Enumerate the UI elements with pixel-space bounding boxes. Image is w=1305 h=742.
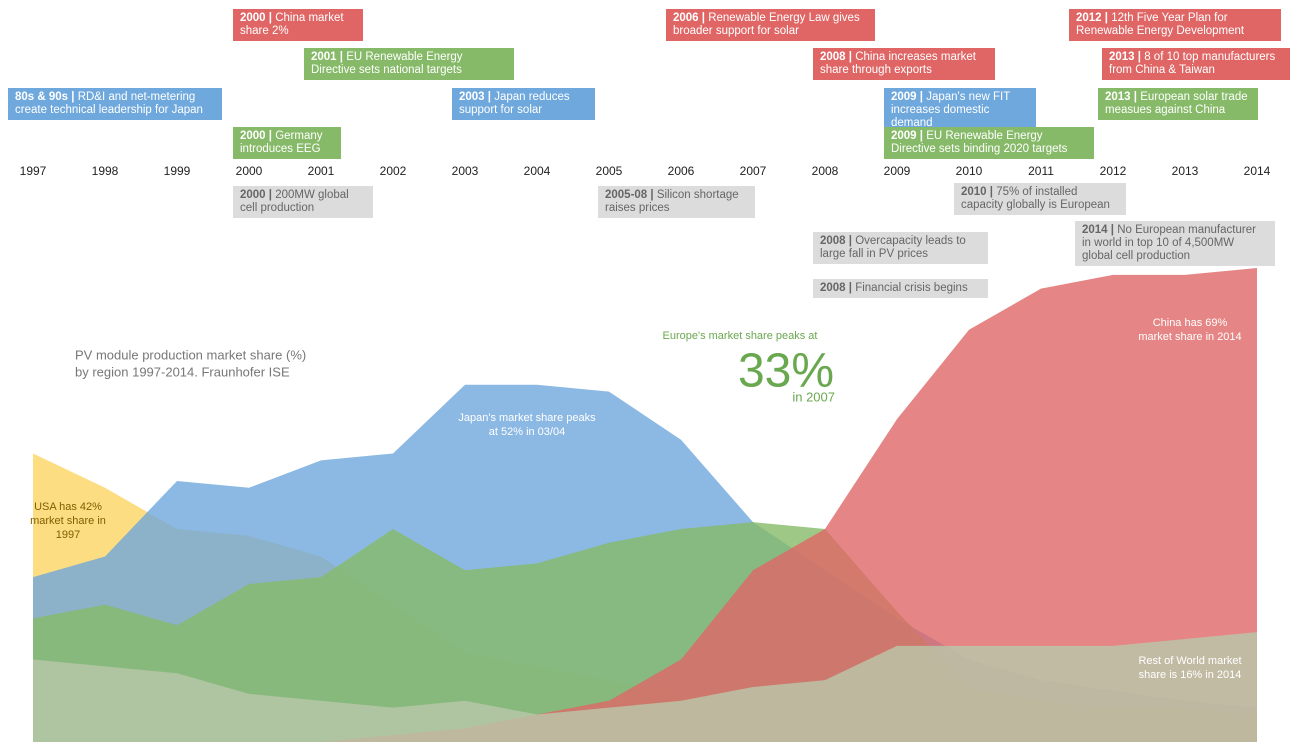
event-box: 2008 | Financial crisis begins bbox=[813, 279, 988, 298]
x-tick-label: 2006 bbox=[668, 164, 695, 178]
event-year: 2009 | bbox=[891, 130, 923, 142]
area bbox=[33, 267, 1257, 742]
event-year: 2000 | bbox=[240, 189, 272, 201]
event-text: RD&I and net-metering create technical l… bbox=[15, 91, 203, 116]
event-text: 75% of installed capacity globally is Eu… bbox=[961, 186, 1110, 211]
event-year: 2012 | bbox=[1076, 12, 1108, 24]
event-text: No European manufacturer in world in top… bbox=[1082, 224, 1256, 262]
x-tick-label: 2000 bbox=[236, 164, 263, 178]
annotation: Rest of World market bbox=[1138, 655, 1241, 667]
x-tick-label: 1997 bbox=[20, 164, 47, 178]
annotation: in 2007 bbox=[792, 389, 835, 404]
event-box: 2013 | 8 of 10 top manufacturers from Ch… bbox=[1102, 48, 1290, 80]
x-tick-label: 2014 bbox=[1244, 164, 1271, 178]
annotation: market share in bbox=[30, 515, 106, 527]
annotation: at 52% in 03/04 bbox=[489, 426, 565, 438]
event-box: 2013 | European solar trade measues agai… bbox=[1098, 88, 1258, 120]
event-year: 2013 | bbox=[1105, 91, 1137, 103]
x-tick-label: 1998 bbox=[92, 164, 119, 178]
x-tick-label: 2011 bbox=[1028, 164, 1054, 178]
event-box: 2010 | 75% of installed capacity globall… bbox=[954, 183, 1126, 215]
event-box: 2005-08 | Silicon shortage raises prices bbox=[598, 186, 755, 218]
event-text: Renewable Energy Law gives broader suppo… bbox=[673, 12, 860, 37]
event-year: 2001 | bbox=[311, 51, 343, 63]
event-box: 2014 | No European manufacturer in world… bbox=[1075, 221, 1275, 266]
x-tick-label: 2004 bbox=[524, 164, 551, 178]
event-year: 80s & 90s | bbox=[15, 91, 75, 103]
subtitle: PV module production market share (%) bbox=[75, 347, 306, 362]
x-tick-label: 2005 bbox=[596, 164, 623, 178]
event-year: 2013 | bbox=[1109, 51, 1141, 63]
event-box: 2008 | China increases market share thro… bbox=[813, 48, 995, 80]
event-year: 2008 | bbox=[820, 282, 852, 294]
event-text: Germany introduces EEG bbox=[240, 130, 323, 155]
x-tick-label: 2002 bbox=[380, 164, 407, 178]
x-tick-label: 2009 bbox=[884, 164, 911, 178]
x-tick-label: 2008 bbox=[812, 164, 839, 178]
event-box: 80s & 90s | RD&I and net-metering create… bbox=[8, 88, 222, 120]
event-text: European solar trade measues against Chi… bbox=[1105, 91, 1248, 116]
x-tick-label: 2007 bbox=[740, 164, 767, 178]
event-year: 2014 | bbox=[1082, 224, 1114, 236]
annotation: 33% bbox=[738, 345, 834, 398]
event-text: 200MW global cell production bbox=[240, 189, 349, 214]
x-tick-label: 2010 bbox=[956, 164, 983, 178]
event-text: Japan reduces support for solar bbox=[459, 91, 570, 116]
annotation: Japan's market share peaks bbox=[458, 412, 596, 424]
x-tick-label: 2001 bbox=[308, 164, 335, 178]
event-box: 2000 | 200MW global cell production bbox=[233, 186, 373, 218]
annotation: market share in 2014 bbox=[1138, 331, 1241, 343]
event-text: 8 of 10 top manufacturers from China & T… bbox=[1109, 51, 1276, 76]
event-box: 2012 | 12th Five Year Plan for Renewable… bbox=[1069, 9, 1281, 41]
x-tick-label: 2003 bbox=[452, 164, 479, 178]
event-year: 2009 | bbox=[891, 91, 923, 103]
event-box: 2008 | Overcapacity leads to large fall … bbox=[813, 232, 988, 264]
event-box: 2001 | EU Renewable Energy Directive set… bbox=[304, 48, 514, 80]
annotation: USA has 42% bbox=[34, 501, 102, 513]
x-tick-label: 1999 bbox=[164, 164, 191, 178]
annotation: Europe's market share peaks at bbox=[663, 330, 818, 342]
event-year: 2000 | bbox=[240, 12, 272, 24]
event-box: 2003 | Japan reduces support for solar bbox=[452, 88, 595, 120]
event-year: 2010 | bbox=[961, 186, 993, 198]
event-box: 2000 | China market share 2% bbox=[233, 9, 363, 41]
event-text: China market share 2% bbox=[240, 12, 344, 37]
event-text: 12th Five Year Plan for Renewable Energy… bbox=[1076, 12, 1245, 37]
annotation: share is 16% in 2014 bbox=[1139, 669, 1242, 681]
x-tick-label: 2012 bbox=[1100, 164, 1127, 178]
event-text: EU Renewable Energy Directive sets bindi… bbox=[891, 130, 1068, 155]
event-year: 2000 | bbox=[240, 130, 272, 142]
event-year: 2003 | bbox=[459, 91, 491, 103]
event-year: 2008 | bbox=[820, 235, 852, 247]
event-text: China increases market share through exp… bbox=[820, 51, 977, 76]
subtitle: by region 1997-2014. Fraunhofer ISE bbox=[75, 364, 290, 379]
event-box: 2006 | Renewable Energy Law gives broade… bbox=[666, 9, 875, 41]
event-year: 2008 | bbox=[820, 51, 852, 63]
event-text: Financial crisis begins bbox=[855, 282, 968, 294]
area bbox=[33, 632, 1257, 742]
event-year: 2005-08 | bbox=[605, 189, 654, 201]
event-box: 2000 | Germany introduces EEG bbox=[233, 127, 341, 159]
annotation: China has 69% bbox=[1153, 317, 1228, 329]
event-text: Overcapacity leads to large fall in PV p… bbox=[820, 235, 966, 260]
event-box: 2009 | EU Renewable Energy Directive set… bbox=[884, 127, 1094, 159]
event-text: Japan's new FIT increases domestic deman… bbox=[891, 91, 1011, 129]
annotation: 1997 bbox=[56, 529, 80, 541]
x-tick-label: 2013 bbox=[1172, 164, 1199, 178]
event-year: 2006 | bbox=[673, 12, 705, 24]
event-text: Silicon shortage raises prices bbox=[605, 189, 739, 214]
event-box: 2009 | Japan's new FIT increases domesti… bbox=[884, 88, 1036, 133]
event-text: EU Renewable Energy Directive sets natio… bbox=[311, 51, 463, 76]
